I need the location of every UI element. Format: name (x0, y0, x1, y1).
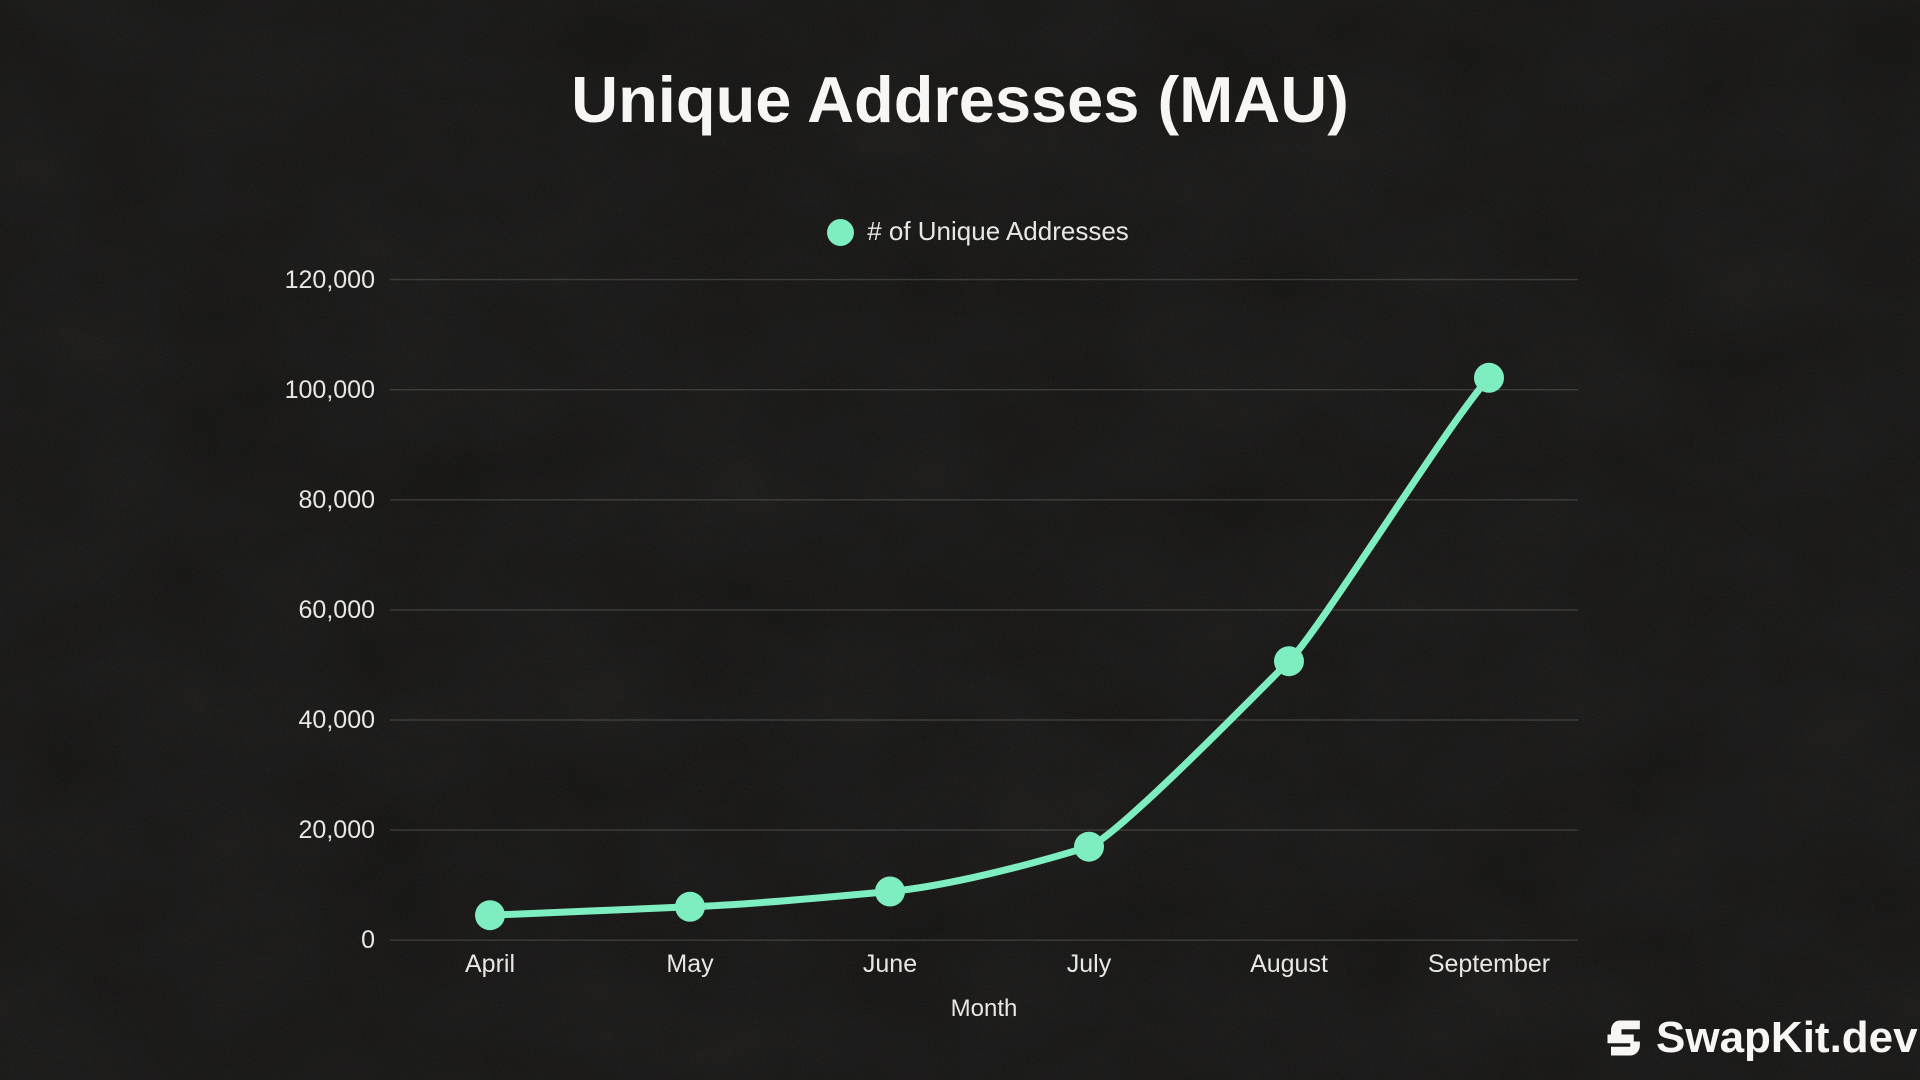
svg-text:August: August (1250, 950, 1328, 978)
svg-text:80,000: 80,000 (299, 486, 375, 514)
svg-text:40,000: 40,000 (299, 706, 375, 734)
svg-text:June: June (863, 950, 917, 978)
svg-text:20,000: 20,000 (299, 816, 375, 844)
svg-text:September: September (1428, 950, 1550, 978)
svg-text:April: April (465, 950, 515, 978)
svg-text:120,000: 120,000 (285, 266, 375, 294)
svg-text:60,000: 60,000 (299, 596, 375, 624)
svg-text:July: July (1067, 950, 1112, 978)
svg-text:May: May (666, 950, 714, 978)
svg-text:100,000: 100,000 (285, 376, 375, 404)
svg-text:0: 0 (361, 926, 375, 954)
